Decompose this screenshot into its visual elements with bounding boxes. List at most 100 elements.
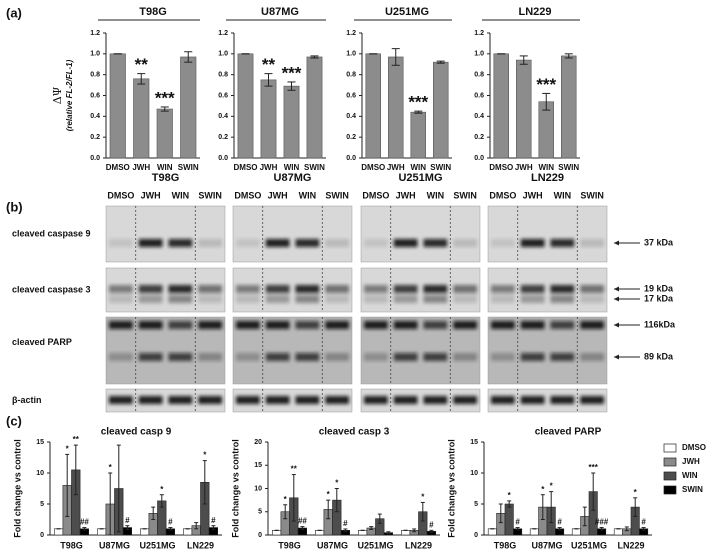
blot-band [423, 321, 448, 329]
chart-title: U251MG [385, 6, 429, 18]
bar [97, 528, 107, 536]
y-tick-label: 0.4 [474, 113, 484, 120]
chart-title: cleaved casp 3 [319, 427, 390, 438]
blot-band [580, 321, 604, 329]
blot-band [364, 321, 388, 329]
significance: *** [155, 88, 175, 107]
significance: * [284, 495, 288, 504]
significance: # [343, 519, 348, 528]
y-tick-label: 0.8 [474, 72, 484, 79]
blot-band [295, 239, 320, 247]
lane-label: JWH [523, 190, 543, 200]
x-tick-label: U87MG [317, 540, 348, 550]
y-tick-label: 0 [40, 532, 44, 539]
blot-band [550, 285, 575, 293]
blot-band [580, 239, 604, 247]
bar [410, 111, 426, 159]
y-tick-label: 1.0 [346, 51, 356, 58]
blot-band [491, 396, 515, 404]
bar [493, 53, 509, 159]
y-tick-label: 0.0 [90, 155, 100, 162]
blot-band [168, 285, 193, 293]
x-tick-label: SWIN [304, 163, 325, 172]
blot-row-label: cleaved PARP [12, 337, 72, 347]
blot-band [265, 396, 290, 404]
x-tick-label: DMSO [106, 163, 130, 172]
blot-band [393, 285, 418, 293]
blot-band [198, 239, 222, 247]
x-tick-label: DMSO [489, 163, 513, 172]
lane-label: SWIN [580, 190, 604, 200]
y-tick-label: 0.8 [218, 72, 228, 79]
y-tick-label: 0.2 [346, 134, 356, 141]
x-tick-label: T98G [494, 540, 517, 550]
y-tick-label: 0.8 [90, 72, 100, 79]
blot-band [325, 285, 349, 293]
significance: ** [262, 55, 276, 74]
significance: * [203, 451, 207, 460]
lane-label: DMSO [107, 190, 134, 200]
blot-band [520, 321, 545, 329]
y-tick-label: 10 [470, 470, 478, 477]
blot-band [520, 285, 545, 293]
blot-band [109, 239, 133, 247]
blot-band [580, 353, 604, 361]
marker-label: 19 kDa [644, 283, 674, 293]
marker-arrowhead [614, 296, 619, 302]
blot-band [265, 353, 290, 361]
blot-background [232, 205, 353, 263]
bar [260, 79, 277, 159]
significance: * [550, 482, 554, 491]
y-tick-label: 0.0 [474, 155, 484, 162]
significance: *** [536, 75, 556, 94]
blot-band [236, 396, 260, 404]
blot-band [423, 396, 448, 404]
blot-band [198, 295, 222, 303]
y-tick-label: 0.6 [218, 92, 228, 99]
blot-band [295, 353, 320, 361]
blot-band [550, 295, 575, 303]
bar [365, 53, 381, 159]
blot-band [491, 239, 515, 247]
y-tick-label: 0 [258, 532, 262, 539]
lane-label: SWIN [453, 190, 477, 200]
marker-label: 37 kDa [644, 237, 674, 247]
y-axis-label: Fold change vs control [12, 439, 22, 538]
bar [433, 61, 449, 159]
blot-band [168, 353, 193, 361]
blot-band [550, 321, 575, 329]
blot-band [580, 295, 604, 303]
blot-band [168, 295, 193, 303]
significance: * [508, 491, 512, 500]
legend-label: WIN [682, 471, 698, 480]
lane-label: JWH [396, 190, 416, 200]
blot-band [265, 239, 290, 247]
y-tick-label: 0.6 [346, 92, 356, 99]
lane-label: DMSO [362, 190, 389, 200]
blot-band [550, 396, 575, 404]
blot-band [453, 285, 477, 293]
x-tick-label: T98G [278, 540, 301, 550]
significance: * [421, 493, 425, 502]
blot-band [325, 396, 349, 404]
chart-title: cleaved PARP [535, 427, 602, 438]
y-tick-label: 0.6 [90, 92, 100, 99]
blot-background [105, 205, 226, 263]
y-tick-label: 15 [36, 439, 44, 446]
blot-row-label: β-actin [12, 395, 42, 405]
lane-label: SWIN [198, 190, 222, 200]
y-tick-label: 5 [40, 501, 44, 508]
x-tick-label: DMSO [361, 163, 385, 172]
blot-band [265, 285, 290, 293]
lane-label: SWIN [325, 190, 349, 200]
blot-band [236, 239, 260, 247]
x-tick-label: JWH [260, 163, 278, 172]
blot-band [109, 321, 133, 329]
blot-band [364, 239, 388, 247]
bar [504, 503, 514, 536]
significance: * [66, 445, 70, 454]
y-tick-label: 15 [470, 439, 478, 446]
bar [487, 528, 497, 536]
y-tick-label: 1.2 [474, 30, 484, 37]
blot-cell-line: LN229 [531, 172, 564, 184]
